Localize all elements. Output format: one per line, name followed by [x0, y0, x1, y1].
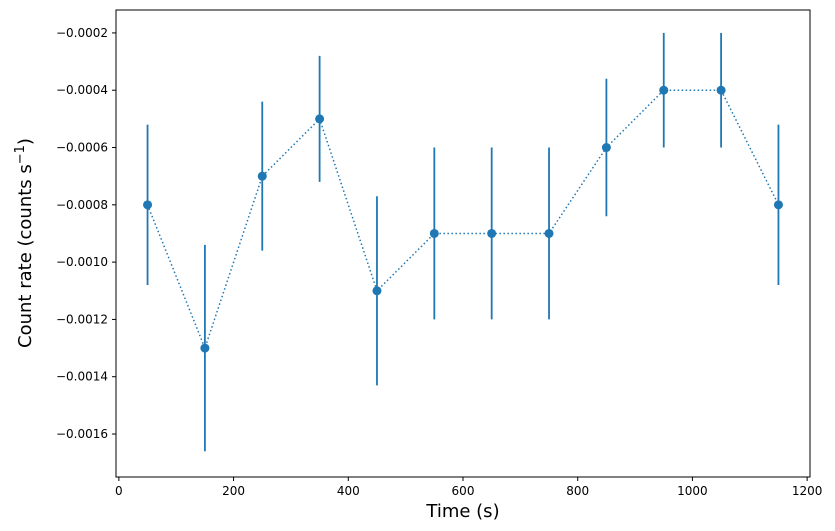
y-tick-label: −0.0008: [56, 198, 108, 212]
x-tick-label: 1000: [677, 484, 708, 498]
series-line: [146, 89, 780, 351]
x-tick-label: 0: [115, 484, 123, 498]
x-tick-label: 1200: [792, 484, 823, 498]
y-tick-label: −0.0014: [56, 370, 108, 384]
y-axis-title-main: Count rate (counts s: [15, 164, 36, 348]
x-tick-label: 600: [452, 484, 475, 498]
data-point: [200, 343, 210, 353]
y-tick-label: −0.0002: [56, 26, 108, 40]
x-tick-label: 200: [222, 484, 245, 498]
y-axis-title-sup: −1: [13, 145, 28, 164]
data-point: [257, 171, 267, 181]
data-point: [143, 200, 153, 210]
y-tick-label: −0.0016: [56, 427, 108, 441]
y-tick-label: −0.0010: [56, 255, 108, 269]
y-tick-label: −0.0012: [56, 312, 108, 326]
y-axis-title: Count rate (counts s−1): [13, 138, 36, 348]
y-axis-title-suffix: ): [15, 138, 36, 145]
plot-frame: [115, 9, 811, 478]
data-point: [429, 228, 439, 238]
data-point: [659, 85, 669, 95]
data-point: [372, 286, 382, 296]
y-tick-label: −0.0004: [56, 83, 108, 97]
y-tick-label: −0.0006: [56, 141, 108, 155]
x-axis-title: Time (s): [425, 501, 499, 522]
data-point: [315, 114, 325, 124]
plot-area: [143, 32, 783, 452]
data-point: [487, 228, 497, 238]
data-point: [773, 200, 783, 210]
x-tick-label: 400: [337, 484, 360, 498]
data-point: [601, 143, 611, 153]
y-axis: −0.0016 −0.0014 −0.0012 −0.0010 −0.0008 −0.00…: [56, 26, 116, 441]
x-axis: 0 200 400 600 800 1000 1200: [115, 477, 822, 498]
data-point: [716, 85, 726, 95]
x-tick-label: 800: [566, 484, 589, 498]
data-point: [544, 228, 554, 238]
